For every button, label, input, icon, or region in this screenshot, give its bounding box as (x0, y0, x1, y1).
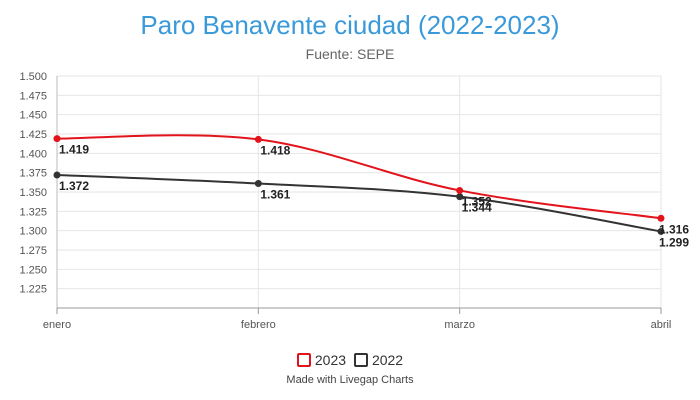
series-lines (56, 134, 662, 233)
y-tick-label: 1.325 (19, 206, 47, 218)
y-tick-label: 1.400 (19, 148, 47, 160)
y-tick-label: 1.250 (19, 264, 47, 276)
data-labels: 1.372 1.361 1.344 1.299 1.419 1.418 1.352 1.316 (59, 143, 689, 250)
legend-swatch-2023 (296, 353, 311, 367)
legend-swatch-2022 (353, 353, 368, 367)
data-label-2022: 1.372 (59, 179, 89, 193)
data-point-2022[interactable] (657, 227, 665, 235)
y-tick-label: 1.275 (19, 245, 47, 257)
x-tick-label: enero (43, 319, 71, 331)
series-line-2023 (56, 134, 662, 220)
chart-subtitle: Fuente: SEPE (305, 46, 395, 62)
data-point-2023[interactable] (657, 214, 665, 222)
data-point-2023[interactable] (456, 186, 464, 194)
series-line-2022 (56, 173, 662, 233)
credit-text: Made with Livegap Charts (286, 374, 414, 386)
y-tick-label: 1.500 (19, 71, 47, 83)
y-tick-label: 1.300 (19, 226, 47, 238)
data-label-2023: 1.352 (462, 194, 492, 208)
gridlines (56, 75, 662, 308)
data-point-2022[interactable] (53, 171, 61, 179)
data-label-2022: 1.344 (462, 201, 492, 215)
y-tick-label: 1.225 (19, 284, 47, 296)
data-points (53, 135, 665, 235)
data-point-2022[interactable] (254, 179, 262, 187)
legend-item-2022[interactable]: 2022 (353, 352, 404, 368)
x-tick-label: marzo (444, 319, 475, 331)
data-point-2023[interactable] (53, 135, 61, 143)
y-tick-label: 1.450 (19, 110, 47, 122)
axes: 1.500 1.475 1.450 1.425 1.400 1.375 1.350 1.325… (19, 71, 671, 331)
x-tick-label: febrero (241, 319, 276, 331)
x-tick-label: abril (651, 319, 672, 331)
legend: 2023 2022 (0, 352, 700, 370)
y-tick-label: 1.475 (19, 90, 47, 102)
data-point-2023[interactable] (254, 135, 262, 143)
data-label-2022: 1.361 (260, 187, 290, 201)
data-label-2023: 1.316 (659, 222, 689, 236)
data-point-2022[interactable] (456, 193, 464, 201)
y-tick-label: 1.350 (19, 187, 47, 199)
data-label-2022: 1.299 (659, 235, 689, 249)
legend-label-2023: 2023 (314, 352, 347, 368)
legend-item-2023[interactable]: 2023 (296, 352, 347, 368)
y-tick-label: 1.425 (19, 129, 47, 141)
y-tick-label: 1.375 (19, 168, 47, 180)
data-label-2023: 1.418 (260, 143, 290, 157)
chart-title: Paro Benavente ciudad (2022-2023) (140, 10, 560, 40)
data-label-2023: 1.419 (59, 143, 89, 157)
legend-label-2022: 2022 (371, 352, 404, 368)
